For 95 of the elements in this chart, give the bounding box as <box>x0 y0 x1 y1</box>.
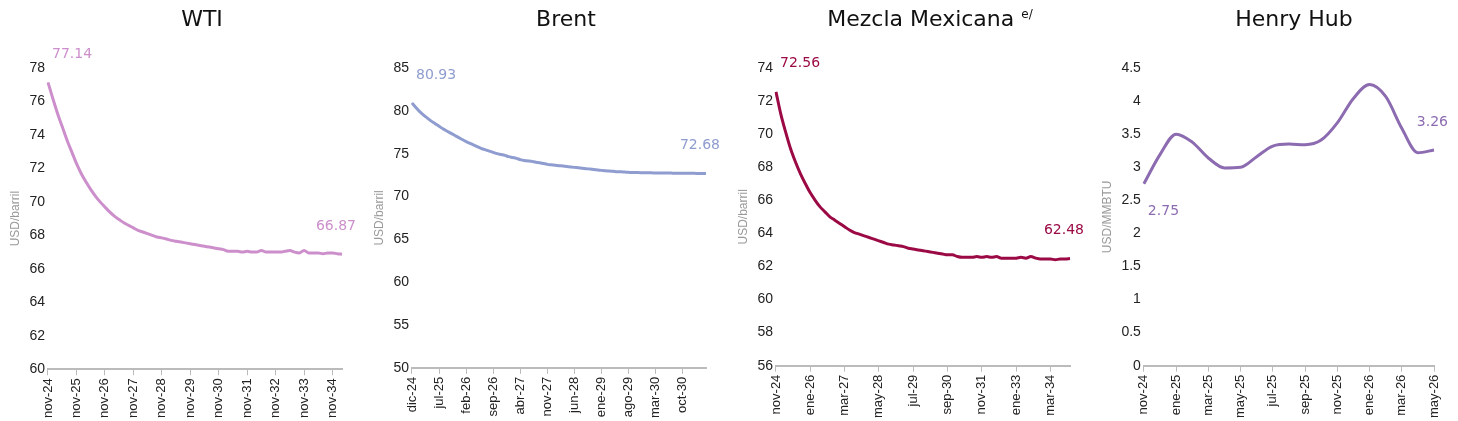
x-tick-label: abr-27 <box>511 376 527 415</box>
x-tick-label: dic-24 <box>403 376 419 413</box>
x-tick-label: mar-34 <box>1041 374 1057 416</box>
x-tick-label: jul-25 <box>1264 374 1280 408</box>
x-tick-label: may-26 <box>1425 374 1441 419</box>
chart-title: Mezcla Mexicana $^{e/}$ <box>826 6 1034 31</box>
y-tick-label: 68 <box>757 158 774 175</box>
y-tick-label: 4.5 <box>1121 58 1142 75</box>
y-tick-label: 75 <box>393 144 410 161</box>
x-tick-label: nov-32 <box>267 378 283 418</box>
data-label: 77.14 <box>51 45 93 62</box>
x-tick-label: jul-25 <box>430 376 446 410</box>
y-tick-label: 0 <box>1133 356 1142 373</box>
y-tick-label: 62 <box>757 257 774 274</box>
y-tick-label: 60 <box>757 290 774 307</box>
y-tick-label: 72 <box>29 159 46 176</box>
y-tick-label: 80 <box>393 101 410 118</box>
x-tick-label: ene-25 <box>1167 374 1183 416</box>
y-axis-title: USD/MMBTU <box>1099 180 1114 254</box>
y-tick-label: 60 <box>29 360 46 377</box>
y-tick-label: 0.5 <box>1121 323 1142 340</box>
data-label: 80.93 <box>415 65 457 82</box>
y-tick-label: 64 <box>29 293 46 310</box>
x-tick-label: nov-34 <box>324 378 340 418</box>
y-tick-label: 2 <box>1133 224 1142 241</box>
x-tick-label: ene-26 <box>1361 374 1377 416</box>
y-tick-label: 70 <box>393 187 410 204</box>
x-tick-label: may-25 <box>1232 374 1248 419</box>
x-tick-label: nov-24 <box>1135 374 1151 415</box>
y-tick-label: 55 <box>393 315 410 332</box>
y-tick-label: 66 <box>757 191 774 208</box>
y-tick-label: 72 <box>757 91 774 108</box>
y-tick-label: 4 <box>1133 91 1142 108</box>
y-tick-label: 70 <box>29 192 46 209</box>
y-tick-label: 76 <box>29 92 46 109</box>
x-tick-label: sep-26 <box>484 376 500 417</box>
x-tick-label: nov-29 <box>181 378 197 418</box>
x-tick-label: mar-27 <box>836 374 852 416</box>
x-tick-label: nov-31 <box>973 374 989 415</box>
x-tick-label: mar-25 <box>1199 374 1215 416</box>
x-tick-label: may-28 <box>870 374 886 419</box>
y-tick-label: 50 <box>393 358 410 375</box>
y-tick-label: 58 <box>757 323 774 340</box>
y-axis-title: USD/barril <box>735 189 750 245</box>
data-label: 62.48 <box>1043 221 1084 238</box>
x-tick-label: oct-30 <box>674 376 690 413</box>
x-tick-label: nov-31 <box>238 378 254 418</box>
y-tick-label: 2.5 <box>1121 191 1142 208</box>
y-axis-title: USD/barril <box>371 190 386 246</box>
y-tick-label: 64 <box>757 224 774 241</box>
x-tick-label: feb-26 <box>457 376 473 414</box>
x-tick-label: ene-26 <box>801 374 817 416</box>
x-tick-label: sep-30 <box>939 374 955 415</box>
x-tick-label: jun-28 <box>566 376 582 414</box>
data-label: 72.56 <box>779 54 821 71</box>
chart-title: WTI <box>180 6 224 31</box>
y-tick-label: 60 <box>393 273 410 290</box>
data-label: 2.75 <box>1147 202 1180 219</box>
y-tick-label: 1.5 <box>1121 257 1142 274</box>
x-tick-label: nov-30 <box>210 378 226 418</box>
y-tick-label: 3.5 <box>1121 125 1142 141</box>
y-tick-label: 62 <box>29 326 46 343</box>
x-tick-label: nov-25 <box>68 378 83 418</box>
y-axis-title: USD/barril <box>7 190 22 247</box>
y-tick-label: 74 <box>757 58 774 75</box>
chart-title: Brent <box>535 6 597 31</box>
x-tick-label: nov-26 <box>96 378 112 418</box>
y-tick-label: 68 <box>29 226 46 243</box>
chart-title: Henry Hub <box>1234 6 1354 31</box>
x-tick-label: mar-26 <box>1393 374 1409 416</box>
y-tick-label: 3 <box>1133 158 1142 175</box>
y-tick-label: 85 <box>393 58 410 75</box>
y-tick-label: 1 <box>1133 290 1142 307</box>
y-tick-label: 66 <box>29 259 46 276</box>
x-tick-label: ene-33 <box>1007 374 1023 416</box>
y-tick-label: 56 <box>757 356 774 373</box>
x-tick-label: nov-24 <box>767 374 783 415</box>
data-label: 66.87 <box>315 216 356 233</box>
x-tick-label: nov-27 <box>124 378 140 418</box>
y-tick-label: 78 <box>29 58 46 75</box>
data-label: 72.68 <box>679 136 720 153</box>
x-tick-label: mar-30 <box>647 376 663 419</box>
y-tick-label: 65 <box>393 230 410 247</box>
x-tick-label: ene-29 <box>593 376 609 418</box>
data-label: 3.26 <box>1416 112 1449 129</box>
x-tick-label: sep-25 <box>1296 374 1312 415</box>
x-tick-label: nov-33 <box>295 378 311 418</box>
x-tick-label: nov-24 <box>39 378 55 418</box>
x-tick-label: ago-29 <box>620 376 636 418</box>
y-tick-label: 70 <box>757 125 774 141</box>
x-tick-label: jul-29 <box>904 374 920 408</box>
y-tick-label: 74 <box>29 125 46 142</box>
x-tick-label: nov-27 <box>538 376 554 417</box>
x-tick-label: nov-28 <box>153 378 169 418</box>
x-tick-label: nov-25 <box>1328 374 1344 415</box>
